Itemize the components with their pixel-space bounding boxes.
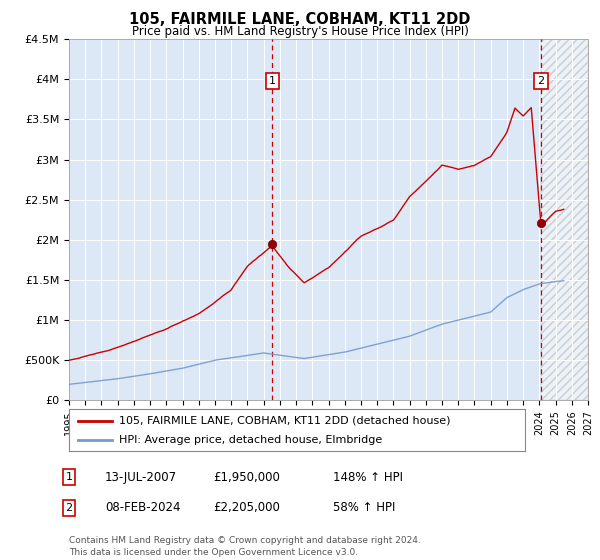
Text: Contains HM Land Registry data © Crown copyright and database right 2024.
This d: Contains HM Land Registry data © Crown c…	[69, 536, 421, 557]
Bar	[541, 39, 588, 400]
Text: £1,950,000: £1,950,000	[213, 470, 280, 484]
Text: Price paid vs. HM Land Registry's House Price Index (HPI): Price paid vs. HM Land Registry's House …	[131, 25, 469, 38]
Text: 58% ↑ HPI: 58% ↑ HPI	[333, 501, 395, 515]
Text: HPI: Average price, detached house, Elmbridge: HPI: Average price, detached house, Elmb…	[119, 435, 382, 445]
Bar	[541, 39, 588, 400]
Text: 08-FEB-2024: 08-FEB-2024	[105, 501, 181, 515]
Text: 105, FAIRMILE LANE, COBHAM, KT11 2DD: 105, FAIRMILE LANE, COBHAM, KT11 2DD	[130, 12, 470, 27]
Text: 105, FAIRMILE LANE, COBHAM, KT11 2DD (detached house): 105, FAIRMILE LANE, COBHAM, KT11 2DD (de…	[119, 416, 451, 426]
Text: 13-JUL-2007: 13-JUL-2007	[105, 470, 177, 484]
Text: £2,205,000: £2,205,000	[213, 501, 280, 515]
Text: 2: 2	[65, 503, 73, 513]
Text: 1: 1	[269, 76, 276, 86]
Text: 1: 1	[65, 472, 73, 482]
Text: 148% ↑ HPI: 148% ↑ HPI	[333, 470, 403, 484]
Text: 2: 2	[538, 76, 545, 86]
